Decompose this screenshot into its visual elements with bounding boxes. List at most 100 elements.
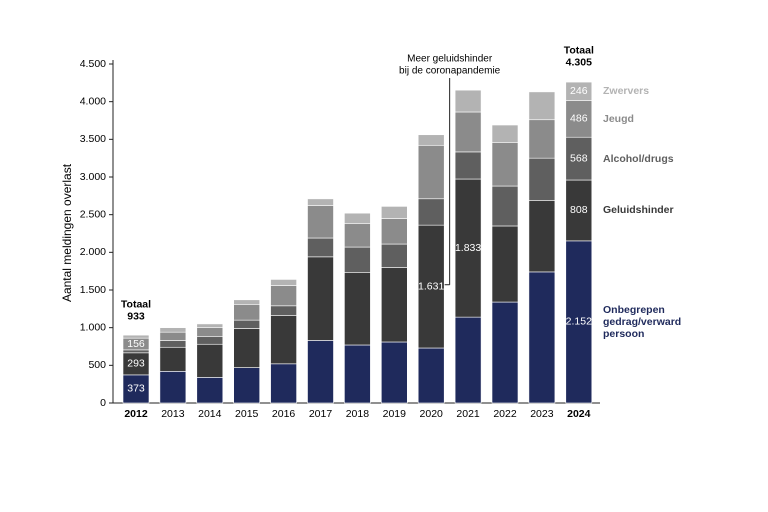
bar-segment [491,124,519,143]
bar-segment [454,316,482,404]
bar-segment [417,224,445,349]
bar-segment [196,377,224,404]
bar-segment [307,256,334,341]
bar-segment [344,272,371,346]
value-label: 2.152 [566,316,592,328]
total-label: Totaal [121,298,151,310]
bar-segment [417,198,445,226]
y-axis-label: Aantal meldingen overlast [60,163,74,302]
bar-segment [196,327,224,338]
y-tick-label: 3.500 [80,133,106,145]
y-tick-label: 2.500 [80,208,106,220]
x-tick-label: 2017 [309,408,333,420]
bar-segment [233,319,260,329]
bar-segment [122,349,150,354]
y-tick-label: 4.000 [80,95,106,107]
bar-segment [344,223,371,248]
y-tick-label: 0 [100,397,106,409]
x-tick-label: 2024 [567,408,591,420]
bar-segment [196,323,224,328]
x-tick-label: 2018 [346,408,370,420]
bar-segment [380,206,408,219]
value-label: 246 [570,85,588,97]
bar-segment [528,271,556,404]
bar-segment [233,367,260,404]
bar-segment [270,285,297,307]
bar-segment [565,136,593,181]
bar-segment [307,340,334,404]
value-label: 568 [570,152,588,164]
bar-segment [270,315,297,365]
bar-segment [454,89,482,113]
bar-segment [454,178,482,318]
bar-segment [159,346,187,372]
bar-segment [417,347,445,404]
value-label: 1.631 [418,280,444,292]
bar-segment [196,336,224,345]
y-tick-label: 1.000 [80,321,106,333]
bar-segment [491,225,519,303]
x-tick-label: 2013 [161,408,185,420]
bar-segment [491,185,519,227]
bar-segment [122,334,150,339]
value-label: 808 [570,204,588,216]
total-value: 933 [127,310,145,322]
bar-segment [122,374,150,404]
x-tick-label: 2023 [530,408,554,420]
bar-segment [270,305,297,316]
legend-label: Jeugd [603,112,634,125]
bar-segment [454,151,482,180]
bar-segment [270,279,297,286]
bar-segment [454,111,482,153]
bar-segment [270,363,297,404]
bar-segment [307,205,334,239]
legend-label: Zwervers [603,85,650,98]
bar-segment [417,144,445,200]
bar-segment [159,331,187,341]
x-tick-label: 2012 [124,408,148,420]
legend-label: Geluidshinder [603,204,674,217]
bar-segment [528,119,556,159]
bar-segment [491,301,519,404]
bar-segment [159,327,187,333]
value-label: 486 [570,113,588,125]
bar-segment [344,246,371,273]
y-tick-label: 500 [88,359,106,371]
bar-segment [380,243,408,268]
bar-segment [528,157,556,201]
bar-segment [380,218,408,245]
bar-segment [159,371,187,404]
bar-segment [233,304,260,321]
x-tick-label: 2015 [235,408,259,420]
bar-segment [491,142,519,187]
bar-segment [528,91,556,121]
y-tick-label: 4.500 [80,58,106,70]
y-tick-label: 2.000 [80,246,106,258]
total-value: 4.305 [566,56,592,68]
bar-segment [233,328,260,368]
bar-segment [417,134,445,146]
bar-segment [380,341,408,404]
x-tick-label: 2020 [420,408,444,420]
bar-segment [528,200,556,273]
x-tick-label: 2016 [272,408,296,420]
value-label: 373 [127,383,145,395]
bar-segment [196,343,224,378]
x-tick-label: 2014 [198,408,222,420]
value-label: 1.833 [455,242,481,254]
value-label: 156 [127,338,145,350]
x-tick-label: 2022 [493,408,517,420]
legend-label: Alcohol/drugs [603,152,674,165]
x-tick-label: 2021 [456,408,480,420]
bar-segment [565,81,593,101]
bar-segment [565,100,593,138]
bar-segment [344,344,371,404]
annotation: Meer geluidshinder [407,54,493,65]
value-label: 293 [127,358,145,370]
legend-label: Onbegrepen gedrag/verward persoon [603,303,682,340]
bar-segment [233,299,260,305]
y-tick-label: 1.500 [80,284,106,296]
bar-segment [159,340,187,348]
